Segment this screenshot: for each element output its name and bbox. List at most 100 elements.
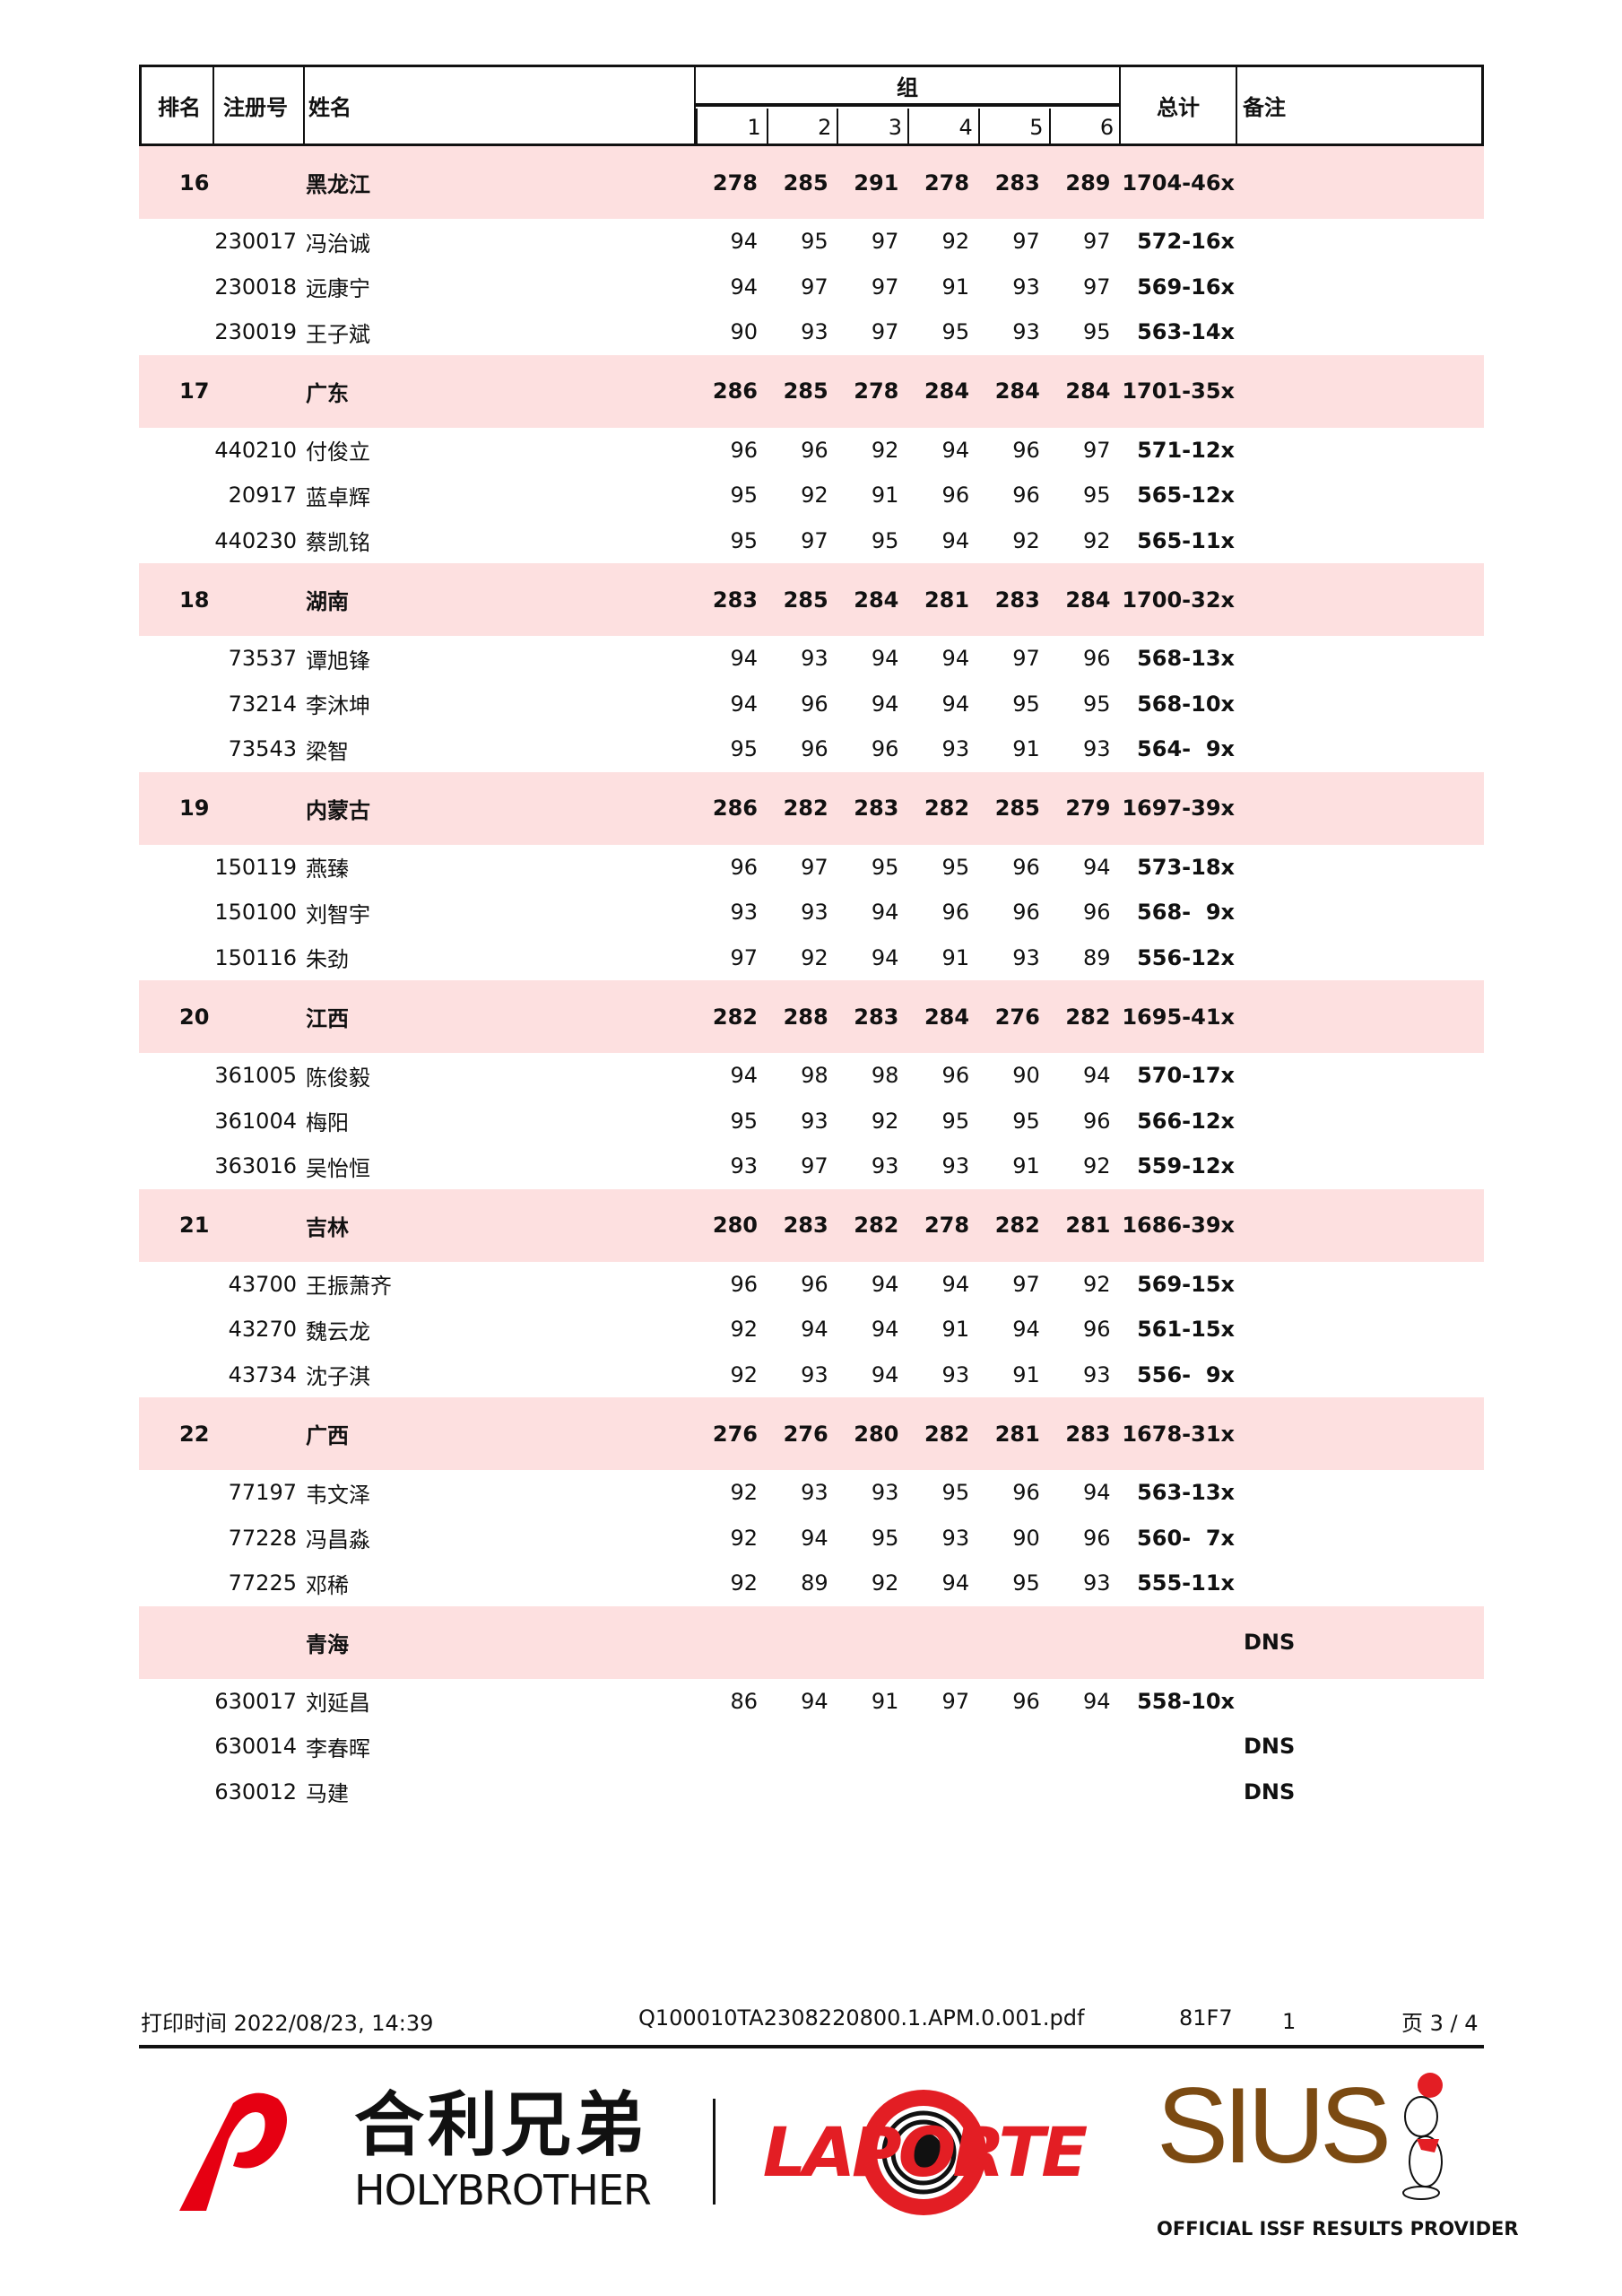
series-score: 97 [1082,274,1111,300]
footer-divider [139,2045,1484,2048]
series-score: 291 [854,170,899,196]
series-score: 94 [801,1525,828,1551]
series-score [1046,1724,1111,1770]
series-score: 93 [1082,736,1111,762]
series-score: 92 [941,229,970,255]
header-remarks: 备注 [1243,95,1286,120]
member-row: 440230 蔡凯铭 95 97 95 94 92 92 565-11x [139,518,1484,564]
header-total: 总计 [1119,67,1237,144]
series-score: 93 [941,736,970,762]
series-score: 95 [730,483,758,509]
member-id: 440230 [214,527,297,553]
series-score: 91 [871,483,899,509]
holybrother-en: HOLYBROTHER [354,2166,652,2214]
team-name: 吉林 [306,1214,349,1240]
member-row: 43700 王振萧齐 96 96 94 94 97 92 569-15x [139,1262,1484,1308]
team-rank: 21 [179,1213,210,1238]
series-score: 93 [1082,1361,1111,1387]
series-score: 93 [801,1361,828,1387]
total-score: 1678-31x [1122,1421,1235,1447]
team-name: 广东 [306,380,349,406]
series-score [764,1724,828,1770]
series-score: 278 [854,378,899,404]
total-score [1116,1724,1235,1770]
series-score: 94 [730,229,758,255]
series-score: 285 [783,170,828,196]
series-score: 92 [730,1525,758,1551]
series-score [976,1724,1040,1770]
header-group: 组 [696,67,1119,107]
header-reg: 注册号 [214,67,305,144]
series-score: 276 [712,1421,758,1447]
series-score: 276 [783,1421,828,1447]
header-series-4: 4 [907,109,978,144]
logo-divider [713,2099,716,2205]
series-score: 97 [801,1153,828,1179]
series-score: 96 [1012,437,1040,463]
file-name: Q100010TA2308220800.1.APM.0.001.pdf [638,2005,1085,2031]
series-score: 94 [941,527,970,553]
series-score: 93 [871,1153,899,1179]
member-row: 630017 刘延昌 86 94 91 97 96 94 558-10x [139,1679,1484,1725]
header-series-1: 1 [696,109,767,144]
series-score: 98 [871,1063,899,1089]
series-score: 97 [871,274,899,300]
series-score: 94 [801,1688,828,1714]
member-name: 吴怡恒 [306,1155,370,1181]
series-score: 94 [730,274,758,300]
series-score: 288 [783,1004,828,1030]
series-score: 282 [1065,1004,1111,1030]
member-row: 230019 王子斌 90 93 97 95 93 95 563-14x [139,309,1484,355]
series-score: 93 [801,900,828,926]
series-score: 90 [1012,1525,1040,1551]
team-rank: 20 [179,1004,210,1030]
series-score: 284 [1065,587,1111,613]
member-row: 150100 刘智宇 93 93 94 96 96 96 568- 9x [139,890,1484,935]
holybrother-cn: 合利兄弟 [354,2085,649,2166]
series-score: 96 [730,437,758,463]
series-score: 96 [1012,900,1040,926]
series-score: 96 [801,1271,828,1297]
series-score: 96 [871,736,899,762]
series-score: 96 [801,437,828,463]
series-score: 94 [871,1271,899,1297]
member-id: 73543 [228,736,297,762]
team-row: 21 吉林 280 283 282 278 282 281 1686-39x [139,1188,1484,1262]
series-score: 95 [1082,691,1111,717]
series-score: 94 [941,1271,970,1297]
series-score: 281 [924,587,970,613]
series-score: 92 [730,1570,758,1596]
series-score: 95 [730,527,758,553]
team-row: 16 黑龙江 278 285 291 278 283 289 1704-46x [139,146,1484,219]
series-score: 282 [783,796,828,821]
series-score: 93 [941,1525,970,1551]
header-series-2: 2 [766,109,837,144]
member-row: 440210 付俊立 96 96 92 94 96 97 571-12x [139,428,1484,474]
series-score: 95 [871,854,899,880]
series-score: 94 [941,646,970,672]
series-score: 92 [871,437,899,463]
series-score: 94 [1082,1688,1111,1714]
laporte-target-icon [861,2090,986,2215]
member-name: 陈俊毅 [306,1065,370,1091]
series-score: 93 [801,1480,828,1506]
series-score: 93 [1012,944,1040,970]
series-score: 97 [801,854,828,880]
series-score: 92 [730,1480,758,1506]
series-score: 91 [941,944,970,970]
total-score: 569-16x [1137,274,1235,300]
series-score: 91 [941,1317,970,1343]
series-score: 97 [1082,229,1111,255]
series-score: 94 [941,437,970,463]
series-score: 94 [801,1317,828,1343]
series-score: 95 [871,1525,899,1551]
series-score: 282 [712,1004,758,1030]
member-name: 谭旭锋 [306,648,370,674]
series-score: 283 [854,1004,899,1030]
member-id: 73214 [228,691,297,717]
series-score: 96 [941,1063,970,1089]
total-score: 561-15x [1137,1317,1235,1343]
member-row: 150116 朱劲 97 92 94 91 93 89 556-12x [139,935,1484,981]
series-score: 280 [712,1213,758,1238]
